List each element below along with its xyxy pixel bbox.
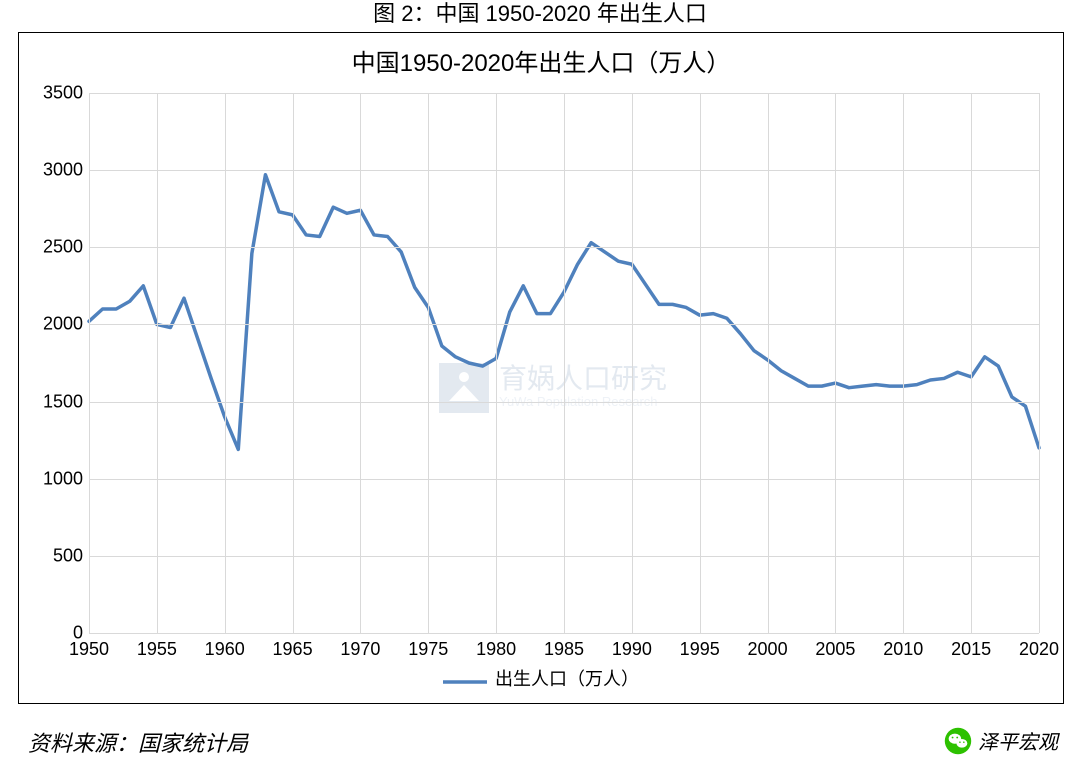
gridline-vertical [293,93,294,633]
x-axis-label: 1975 [408,633,448,660]
gridline-vertical [225,93,226,633]
x-axis-label: 1955 [137,633,177,660]
y-axis-label: 3500 [43,83,89,104]
source-prefix: 资料来源： [28,731,138,756]
gridline-vertical [157,93,158,633]
source-name: 国家统计局 [138,731,248,756]
gridline-vertical [903,93,904,633]
x-axis-label: 2020 [1019,633,1059,660]
x-axis-label: 2005 [815,633,855,660]
gridline-vertical [632,93,633,633]
footer-brand: 泽平宏观 [944,726,1058,755]
gridline-vertical [89,93,90,633]
y-axis-label: 1500 [43,391,89,412]
wechat-icon [944,727,972,755]
gridline-vertical [971,93,972,633]
x-axis-label: 1970 [340,633,380,660]
chart-container: 中国1950-2020年出生人口（万人） 育娲人口研究 YuWa Populat… [18,32,1064,704]
gridline-vertical [564,93,565,633]
legend: 出生人口（万人） [19,665,1063,691]
x-axis-label: 1960 [205,633,245,660]
x-axis-label: 2010 [883,633,923,660]
x-axis-label: 2000 [748,633,788,660]
gridline-vertical [768,93,769,633]
x-axis-label: 1965 [273,633,313,660]
source-line: 资料来源：国家统计局 [28,726,248,758]
chart-title: 中国1950-2020年出生人口（万人） [19,43,1063,78]
y-axis-label: 2500 [43,237,89,258]
y-axis-label: 2000 [43,314,89,335]
x-axis-label: 2015 [951,633,991,660]
gridline-vertical [1039,93,1040,633]
legend-label: 出生人口（万人） [495,669,639,689]
plot-area: 0500100015002000250030003500195019551960… [89,93,1039,633]
gridline-vertical [835,93,836,633]
x-axis-label: 1995 [680,633,720,660]
gridline-vertical [700,93,701,633]
x-axis-label: 1980 [476,633,516,660]
y-axis-label: 3000 [43,160,89,181]
brand-text: 泽平宏观 [978,726,1058,755]
gridline-vertical [428,93,429,633]
figure-caption: 图 2：中国 1950-2020 年出生人口 [0,0,1080,28]
x-axis-label: 1985 [544,633,584,660]
legend-swatch [443,670,487,691]
x-axis-label: 1990 [612,633,652,660]
gridline-vertical [360,93,361,633]
x-axis-label: 1950 [69,633,109,660]
y-axis-label: 1000 [43,468,89,489]
gridline-vertical [496,93,497,633]
y-axis-label: 500 [53,545,89,566]
